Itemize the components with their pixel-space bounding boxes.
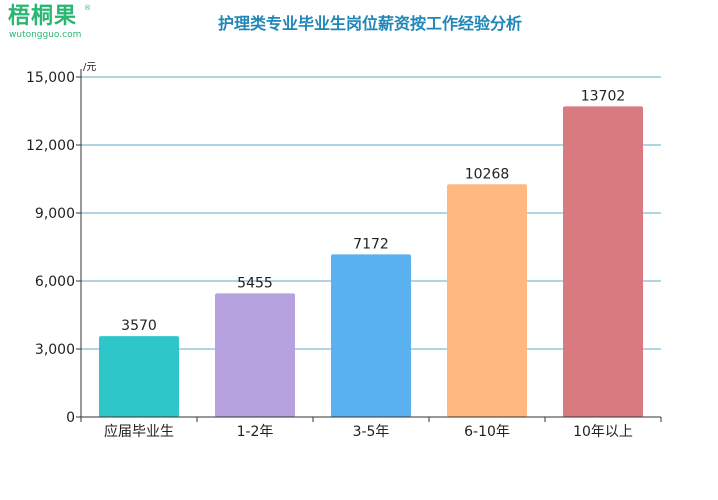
bars: [99, 106, 643, 418]
y-tick-label: 0: [66, 410, 75, 426]
y-unit-label: /元: [83, 62, 96, 73]
bar-value-label: 13702: [581, 88, 626, 104]
bar-value-label: 10268: [465, 166, 510, 182]
bar-value-label: 3570: [121, 318, 157, 334]
bar: [447, 184, 527, 417]
y-tick-label: 6,000: [35, 274, 75, 290]
y-tick-label: 3,000: [35, 342, 75, 358]
x-tick-label: 3-5年: [353, 424, 390, 440]
bar-value-label: 7172: [353, 236, 389, 252]
logo-registered-mark: ®: [84, 4, 91, 12]
bar-value-label: 5455: [237, 275, 273, 291]
axes: [76, 69, 662, 422]
x-tick-label: 6-10年: [464, 424, 510, 440]
y-tick-label: 9,000: [35, 206, 75, 222]
brand-logo[interactable]: 梧桐果 ® wutongguo.com: [8, 4, 118, 40]
bar: [331, 254, 411, 417]
y-tick-label: 15,000: [26, 70, 75, 86]
bar: [99, 336, 179, 417]
x-tick-label: 1-2年: [237, 424, 274, 440]
x-tick-label: 应届毕业生: [104, 423, 174, 440]
bar: [215, 293, 295, 417]
logo-url: wutongguo.com: [9, 30, 82, 40]
logo-name: 梧桐果: [8, 4, 78, 29]
x-tick-label: 10年以上: [573, 424, 633, 440]
y-tick-label: 12,000: [26, 138, 75, 154]
labels: 0 3,000 6,000 9,000 12,000 15,000/元 3570 应届毕业生 5…: [26, 62, 633, 440]
bar: [563, 106, 643, 418]
chart-title: 护理类专业毕业生岗位薪资按工作经验分析: [217, 14, 522, 33]
